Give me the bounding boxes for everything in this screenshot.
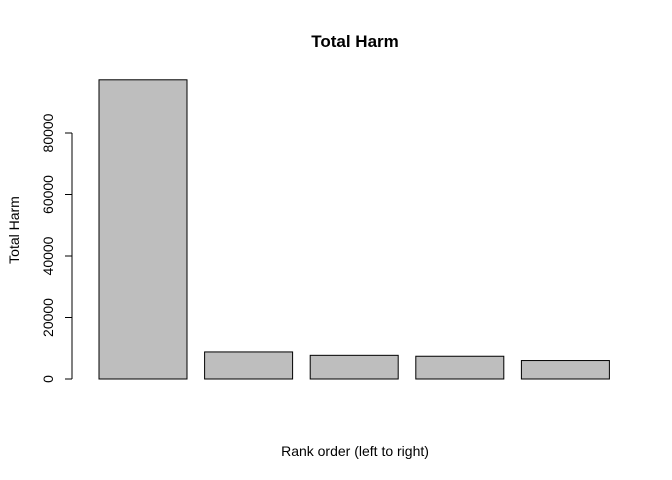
- y-tick-label-0: 0: [40, 375, 56, 383]
- y-axis-ticks: 0 20000 40000 60000 80000: [40, 113, 72, 383]
- bars: [98, 79, 610, 380]
- bar-4: [415, 355, 505, 380]
- chart-title: Total Harm: [311, 32, 399, 51]
- bar-3: [309, 354, 399, 380]
- bar-1: [98, 79, 188, 380]
- y-tick-label-3: 60000: [40, 175, 56, 214]
- y-tick-label-1: 20000: [40, 298, 56, 337]
- y-tick-label-2: 40000: [40, 236, 56, 275]
- x-axis-label: Rank order (left to right): [281, 443, 429, 459]
- bar-5: [520, 360, 610, 380]
- bar-2: [204, 351, 294, 380]
- y-tick-label-4: 80000: [40, 113, 56, 152]
- y-axis-label: Total Harm: [6, 196, 22, 264]
